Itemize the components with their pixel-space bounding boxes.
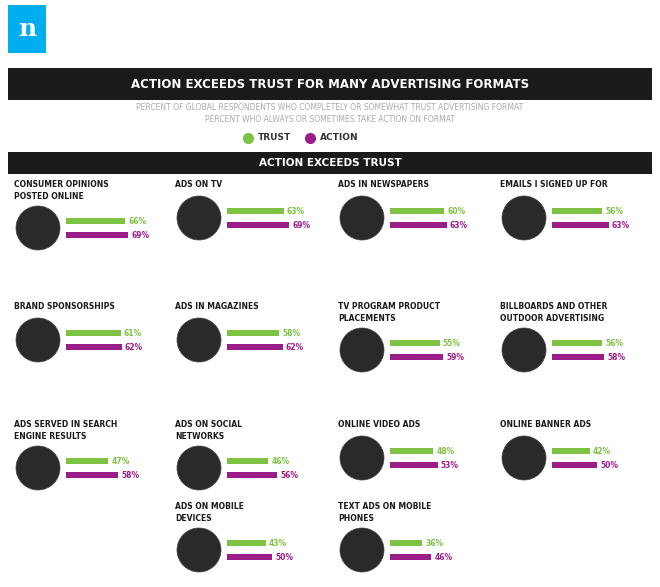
- Circle shape: [16, 446, 60, 490]
- FancyBboxPatch shape: [8, 5, 46, 53]
- Text: PERCENT OF GLOBAL RESPONDENTS WHO COMPLETELY OR SOMEWHAT TRUST ADVERTISING FORMA: PERCENT OF GLOBAL RESPONDENTS WHO COMPLE…: [137, 103, 523, 113]
- FancyBboxPatch shape: [66, 218, 125, 224]
- Circle shape: [340, 528, 384, 572]
- Text: 62%: 62%: [125, 342, 143, 352]
- Text: 62%: 62%: [286, 342, 304, 352]
- Text: 56%: 56%: [605, 339, 624, 348]
- FancyBboxPatch shape: [227, 473, 277, 478]
- Circle shape: [340, 436, 384, 480]
- FancyBboxPatch shape: [390, 354, 443, 360]
- Text: ADS SERVED IN SEARCH
ENGINE RESULTS: ADS SERVED IN SEARCH ENGINE RESULTS: [14, 420, 117, 441]
- Text: 66%: 66%: [129, 217, 147, 225]
- Text: 42%: 42%: [593, 447, 611, 456]
- Text: ADS ON MOBILE
DEVICES: ADS ON MOBILE DEVICES: [175, 502, 244, 523]
- Text: 56%: 56%: [280, 471, 298, 480]
- FancyBboxPatch shape: [8, 152, 652, 174]
- Text: 55%: 55%: [442, 339, 461, 348]
- FancyBboxPatch shape: [227, 540, 266, 546]
- Text: 59%: 59%: [446, 353, 464, 362]
- Text: 69%: 69%: [131, 231, 149, 239]
- Text: 58%: 58%: [607, 353, 625, 362]
- FancyBboxPatch shape: [227, 458, 269, 464]
- Text: ONLINE BANNER ADS: ONLINE BANNER ADS: [500, 420, 591, 429]
- FancyBboxPatch shape: [552, 208, 603, 214]
- FancyBboxPatch shape: [390, 340, 440, 346]
- FancyBboxPatch shape: [227, 222, 289, 228]
- Text: 63%: 63%: [449, 221, 468, 230]
- Circle shape: [177, 318, 221, 362]
- Text: 36%: 36%: [426, 538, 444, 548]
- Text: TV PROGRAM PRODUCT
PLACEMENTS: TV PROGRAM PRODUCT PLACEMENTS: [338, 302, 440, 323]
- FancyBboxPatch shape: [390, 222, 447, 228]
- Text: 63%: 63%: [612, 221, 630, 230]
- Circle shape: [177, 446, 221, 490]
- Text: EMAILS I SIGNED UP FOR: EMAILS I SIGNED UP FOR: [500, 180, 608, 189]
- Circle shape: [340, 196, 384, 240]
- FancyBboxPatch shape: [552, 222, 609, 228]
- Circle shape: [177, 196, 221, 240]
- Text: 53%: 53%: [441, 460, 459, 470]
- Circle shape: [16, 206, 60, 250]
- FancyBboxPatch shape: [552, 354, 604, 360]
- Text: 60%: 60%: [447, 207, 465, 215]
- Text: 48%: 48%: [436, 447, 455, 456]
- Text: 63%: 63%: [286, 207, 305, 215]
- Text: 46%: 46%: [271, 457, 290, 465]
- FancyBboxPatch shape: [227, 344, 282, 350]
- Text: CONSUMER OPINIONS
POSTED ONLINE: CONSUMER OPINIONS POSTED ONLINE: [14, 180, 109, 201]
- Text: 47%: 47%: [112, 457, 129, 465]
- Circle shape: [340, 328, 384, 372]
- Text: ONLINE VIDEO ADS: ONLINE VIDEO ADS: [338, 420, 420, 429]
- Text: ADS ON SOCIAL
NETWORKS: ADS ON SOCIAL NETWORKS: [175, 420, 242, 441]
- FancyBboxPatch shape: [552, 462, 597, 468]
- Circle shape: [177, 528, 221, 572]
- FancyBboxPatch shape: [390, 540, 422, 546]
- FancyBboxPatch shape: [66, 330, 121, 336]
- Text: ACTION EXCEEDS TRUST: ACTION EXCEEDS TRUST: [259, 158, 401, 168]
- FancyBboxPatch shape: [227, 208, 284, 214]
- Text: ADS IN NEWSPAPERS: ADS IN NEWSPAPERS: [338, 180, 429, 189]
- Text: 46%: 46%: [434, 552, 453, 562]
- Text: 69%: 69%: [292, 221, 310, 230]
- FancyBboxPatch shape: [66, 344, 122, 350]
- Text: TEXT ADS ON MOBILE
PHONES: TEXT ADS ON MOBILE PHONES: [338, 502, 432, 523]
- FancyBboxPatch shape: [66, 473, 118, 478]
- FancyBboxPatch shape: [66, 232, 128, 238]
- FancyBboxPatch shape: [552, 448, 590, 454]
- Text: 43%: 43%: [269, 538, 287, 548]
- Text: 56%: 56%: [605, 207, 624, 215]
- Text: TRUST: TRUST: [258, 133, 291, 143]
- Text: 50%: 50%: [275, 552, 293, 562]
- Text: ADS ON TV: ADS ON TV: [175, 180, 222, 189]
- Text: 61%: 61%: [124, 329, 142, 338]
- FancyBboxPatch shape: [390, 462, 438, 468]
- FancyBboxPatch shape: [390, 448, 433, 454]
- FancyBboxPatch shape: [390, 208, 444, 214]
- Circle shape: [16, 318, 60, 362]
- FancyBboxPatch shape: [552, 340, 603, 346]
- Text: ACTION EXCEEDS TRUST FOR MANY ADVERTISING FORMATS: ACTION EXCEEDS TRUST FOR MANY ADVERTISIN…: [131, 77, 529, 90]
- FancyBboxPatch shape: [390, 554, 432, 560]
- Text: 50%: 50%: [600, 460, 618, 470]
- Text: BRAND SPONSORSHIPS: BRAND SPONSORSHIPS: [14, 302, 115, 311]
- Circle shape: [502, 436, 546, 480]
- FancyBboxPatch shape: [66, 458, 108, 464]
- FancyBboxPatch shape: [227, 554, 272, 560]
- Circle shape: [502, 328, 546, 372]
- FancyBboxPatch shape: [227, 330, 279, 336]
- Text: PERCENT WHO ALWAYS OR SOMETIMES TAKE ACTION ON FORMAT: PERCENT WHO ALWAYS OR SOMETIMES TAKE ACT…: [205, 116, 455, 124]
- FancyBboxPatch shape: [8, 68, 652, 100]
- Text: 58%: 58%: [121, 471, 139, 480]
- Text: 58%: 58%: [282, 329, 300, 338]
- Text: ACTION: ACTION: [320, 133, 358, 143]
- Text: ADS IN MAGAZINES: ADS IN MAGAZINES: [175, 302, 259, 311]
- Text: n: n: [18, 17, 36, 41]
- Text: BILLBOARDS AND OTHER
OUTDOOR ADVERTISING: BILLBOARDS AND OTHER OUTDOOR ADVERTISING: [500, 302, 607, 323]
- Circle shape: [502, 196, 546, 240]
